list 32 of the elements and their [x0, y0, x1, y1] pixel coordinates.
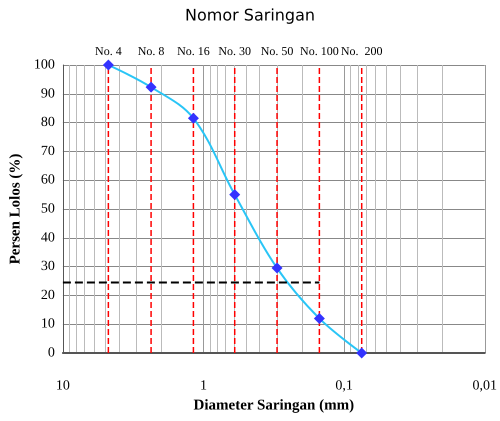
y-tick-label: 50 — [40, 202, 55, 216]
point — [314, 312, 325, 324]
ref-line-label: No. 100 — [300, 44, 339, 58]
x-tick-label: 10 — [56, 378, 70, 394]
y-tick-label: 20 — [40, 288, 55, 303]
y-tick-label: 40 — [40, 230, 55, 246]
y-tick-label: 80 — [40, 115, 55, 130]
point — [229, 189, 240, 200]
x-axis-title: Diameter Saringan (mm) — [194, 397, 354, 414]
ref-line-label: No. 4 — [95, 44, 122, 58]
ref-line-label: No. 30 — [218, 44, 252, 58]
ref-line-label: No. 50 — [260, 44, 294, 58]
chart-title: Nomor Saringan — [184, 6, 316, 24]
point — [356, 348, 368, 358]
point — [102, 60, 114, 70]
y-tick-label: 70 — [40, 144, 55, 159]
ref-line-label: No. 16 — [177, 44, 210, 58]
x-tick-label: 0,1 — [335, 378, 353, 394]
ref-line-label: No. 200 — [340, 44, 383, 58]
y-tick-label: 10 — [40, 316, 55, 332]
ref-line-label: No. 8 — [138, 44, 164, 58]
x-tick-label: 1 — [200, 378, 208, 394]
point — [272, 262, 283, 274]
y-tick-label: 60 — [40, 172, 55, 188]
y-tick-label: 30 — [40, 259, 55, 274]
y-tick-label: 90 — [40, 86, 55, 102]
point — [188, 112, 199, 124]
y-tick-label: 0 — [48, 346, 55, 360]
point — [146, 82, 157, 93]
x-tick-label: 0,01 — [472, 378, 497, 394]
y-tick-label: 100 — [34, 58, 55, 72]
y-axis-title: Persen Lolos (%) — [8, 154, 24, 264]
